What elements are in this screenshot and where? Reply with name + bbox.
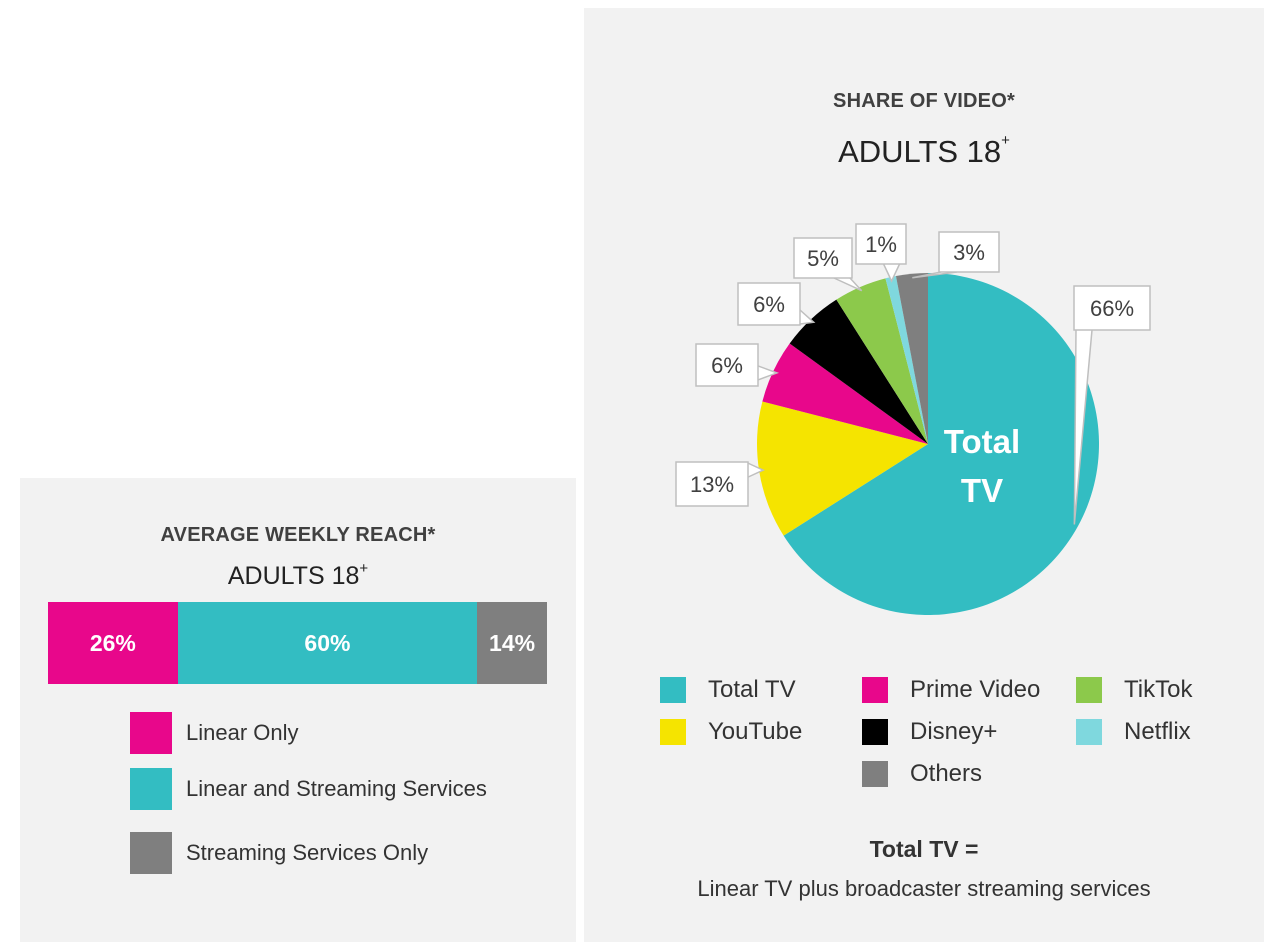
reach-legend-item: Linear Only: [130, 712, 299, 754]
pie-slice-tiktok: [836, 278, 928, 444]
share-of-video-panel: SHARE OF VIDEO* ADULTS 18+ 66% 13% 6% 6% 5% 1…: [584, 8, 1264, 942]
bar-segment-label: 26%: [89, 629, 136, 656]
pie-legend-item: TikTok: [1076, 676, 1192, 704]
reach-chart-subtitle: ADULTS 18+: [227, 560, 369, 590]
callout-pointer: [747, 462, 765, 478]
pie-legend-item: YouTube: [660, 718, 802, 746]
pie-data-label: 1%: [865, 232, 897, 257]
pie-legend-item: Disney+: [862, 718, 997, 746]
callout-box: [855, 223, 907, 265]
legend-label: Prime Video: [910, 676, 1041, 703]
pie-callout: 5%: [793, 237, 863, 292]
pie-callout: 1%: [855, 223, 907, 283]
pie-legend-item: Total TV: [660, 676, 796, 704]
legend-label: Others: [910, 760, 983, 787]
legend-swatch: [130, 832, 172, 874]
legend-label: TikTok: [1124, 676, 1193, 703]
legend-label: Streaming Services Only: [186, 840, 429, 865]
callout-box: [675, 461, 749, 507]
pie-footnote-title: Total TV =: [869, 836, 979, 862]
pie-legend-item: Prime Video: [862, 676, 1040, 704]
pie-slice-youtube: [757, 401, 928, 536]
pie-data-label: 6%: [711, 353, 743, 378]
bar-segment-label: 14%: [489, 629, 536, 656]
pie-center-label-line1: Total: [944, 423, 1020, 460]
legend-swatch: [1076, 719, 1102, 745]
legend-swatch: [862, 761, 888, 787]
legend-swatch: [862, 677, 888, 703]
callout-box: [793, 237, 853, 279]
pie-callout: 66%: [1073, 285, 1151, 525]
pie-data-label: 6%: [753, 292, 785, 317]
callout-box: [938, 231, 1000, 273]
reach-chart-title: AVERAGE WEEKLY REACH*: [160, 524, 436, 546]
callout-pointer: [1073, 329, 1093, 525]
reach-legend-item: Linear and Streaming Services: [130, 768, 487, 810]
pie-callout: 13%: [675, 461, 765, 507]
pie-chart-subtitle: ADULTS 18+: [838, 132, 1010, 169]
legend-label: Linear Only: [186, 720, 299, 745]
legend-label: Disney+: [910, 718, 998, 745]
pie-chart-title: SHARE OF VIDEO*: [833, 90, 1015, 112]
legend-swatch: [1076, 677, 1102, 703]
pie-callout: 6%: [695, 343, 780, 387]
pie-legend-item: Others: [862, 760, 982, 788]
pie-legend-item: Netflix: [1076, 718, 1191, 746]
pie-data-label: 13%: [690, 472, 734, 497]
legend-label: YouTube: [708, 718, 803, 745]
pie-data-label: 66%: [1090, 296, 1134, 321]
callout-pointer: [799, 309, 816, 325]
bar-segment-label: 60%: [304, 629, 351, 656]
reach-legend-item: Streaming Services Only: [130, 832, 428, 874]
legend-label: Netflix: [1124, 718, 1191, 745]
callout-pointer: [833, 277, 863, 292]
legend-swatch: [660, 677, 686, 703]
callout-box: [737, 282, 801, 326]
bar-segment-1: 60%: [177, 602, 478, 684]
reach-stacked-bar: 26% 60% 14%: [48, 602, 547, 684]
pie-slice-prime-video: [762, 343, 928, 444]
callout-box: [695, 343, 759, 387]
callout-box: [1073, 285, 1151, 331]
bar-segment-0: 26%: [48, 602, 178, 684]
weekly-reach-panel: AVERAGE WEEKLY REACH* ADULTS 18+ 26% 60% 1…: [20, 478, 576, 942]
legend-swatch: [862, 719, 888, 745]
pie-slice-netflix: [885, 276, 928, 444]
callout-pointer: [757, 365, 780, 381]
callout-pointer: [882, 263, 901, 283]
pie-slice-others: [895, 273, 928, 444]
pie-callout: 6%: [737, 282, 816, 326]
legend-swatch: [660, 719, 686, 745]
pie-slice-disney-: [789, 299, 928, 444]
pie-center-label-line2: TV: [961, 472, 1003, 509]
share-of-video-pie: 66% 13% 6% 6% 5% 1% 3% Total TV: [675, 223, 1151, 616]
legend-label: Total TV: [708, 676, 796, 703]
legend-label: Linear and Streaming Services: [186, 776, 487, 801]
pie-callout: 3%: [912, 231, 1000, 279]
pie-footnote: Linear TV plus broadcaster streaming ser…: [697, 876, 1151, 901]
bar-segment-2: 14%: [477, 602, 547, 684]
legend-swatch: [130, 768, 172, 810]
callout-pointer: [912, 271, 958, 279]
legend-swatch: [130, 712, 172, 754]
pie-data-label: 3%: [953, 240, 985, 265]
pie-data-label: 5%: [807, 246, 839, 271]
pie-slice-total-tv: [783, 273, 1099, 616]
